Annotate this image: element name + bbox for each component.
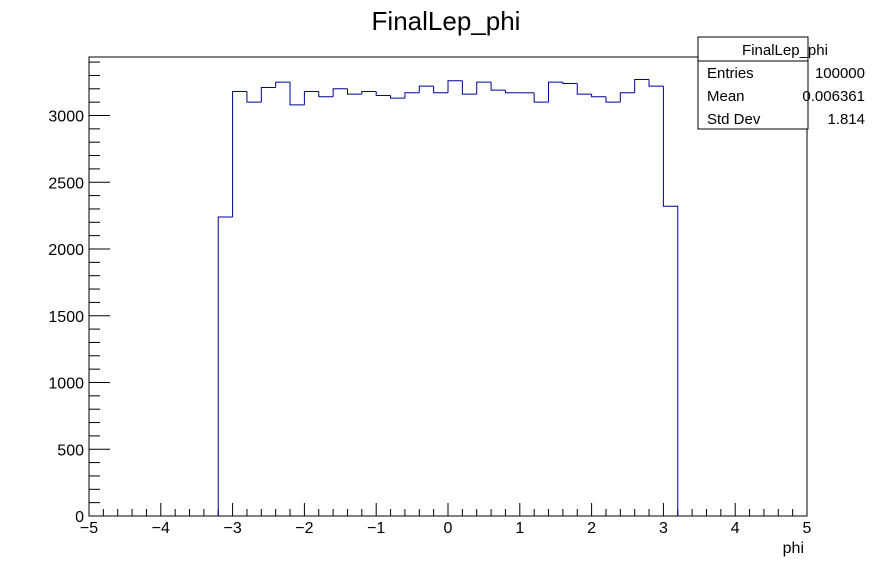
y-axis-tick-labels: 0 500 1000 1500 2000 2500 3000 [48,109,84,527]
x-axis-ticks [88,503,808,516]
y-tick-label: 500 [57,442,84,459]
histogram-bin [533,92,549,103]
histogram-bin [375,91,391,96]
histogram-bins [217,78,679,516]
histogram-bin [275,81,291,88]
histogram-bin [404,92,420,99]
histogram-bin [562,82,578,84]
histogram-bin [390,95,405,99]
histogram-bin [619,92,635,103]
x-tick-label: 4 [731,520,740,537]
stats-title: FinalLep_phi [742,42,828,59]
y-tick-label: 2000 [48,242,84,259]
stats-entries-value: 100000 [815,65,865,82]
histogram-bin [217,216,233,516]
y-tick-label: 0 [75,509,84,526]
x-tick-label: 3 [659,520,668,537]
x-tick-label: −4 [152,520,170,537]
histogram-bin [346,88,362,95]
histogram-bin [605,96,621,103]
histogram-bin [447,80,463,93]
y-tick-label: 1000 [48,376,84,393]
histogram-bin [476,81,492,95]
histogram-bin [246,91,262,103]
histogram-bin [461,80,477,95]
chart-title: FinalLep_phi [372,6,521,36]
histogram-bin [662,86,679,516]
y-tick-label: 2500 [48,175,84,192]
x-tick-label: −5 [80,520,98,537]
histogram-bin [418,85,434,93]
x-axis-label: phi [783,540,804,557]
stats-box: FinalLep_phi Entries 100000 Mean 0.00636… [697,36,865,130]
histogram-bin [504,90,520,94]
histogram-bin [576,83,592,95]
histogram-bin [361,90,377,95]
histogram-bin [433,86,448,94]
x-axis-tick-labels: −5 −4 −3 −2 −1 0 1 2 3 4 5 [80,520,812,537]
stats-mean-label: Mean [707,88,745,105]
histogram-bin [260,86,276,103]
x-tick-label: 2 [587,520,596,537]
histogram-bin [318,91,334,98]
y-tick-label: 3000 [48,109,84,126]
histogram-bin [634,78,650,93]
stats-stddev-value: 1.814 [827,111,865,128]
x-tick-label: 1 [515,520,524,537]
x-tick-label: 0 [444,520,453,537]
stats-entries-label: Entries [707,65,754,82]
x-tick-label: −3 [223,520,241,537]
y-axis-ticks [89,61,110,517]
x-tick-label: −2 [295,520,313,537]
histogram-bin [232,90,247,217]
histogram-bin [648,79,664,87]
histogram-bin [303,90,319,105]
histogram-bin [548,81,563,103]
y-tick-label: 1500 [48,309,84,326]
histogram-bin [289,82,305,106]
histogram-bin [332,88,348,97]
x-tick-label: −1 [367,520,385,537]
x-tick-label: 5 [803,520,812,537]
stats-mean-value: 0.006361 [802,88,865,105]
stats-stddev-label: Std Dev [707,111,761,128]
histogram-bin [490,82,506,91]
histogram-bin [591,94,606,98]
